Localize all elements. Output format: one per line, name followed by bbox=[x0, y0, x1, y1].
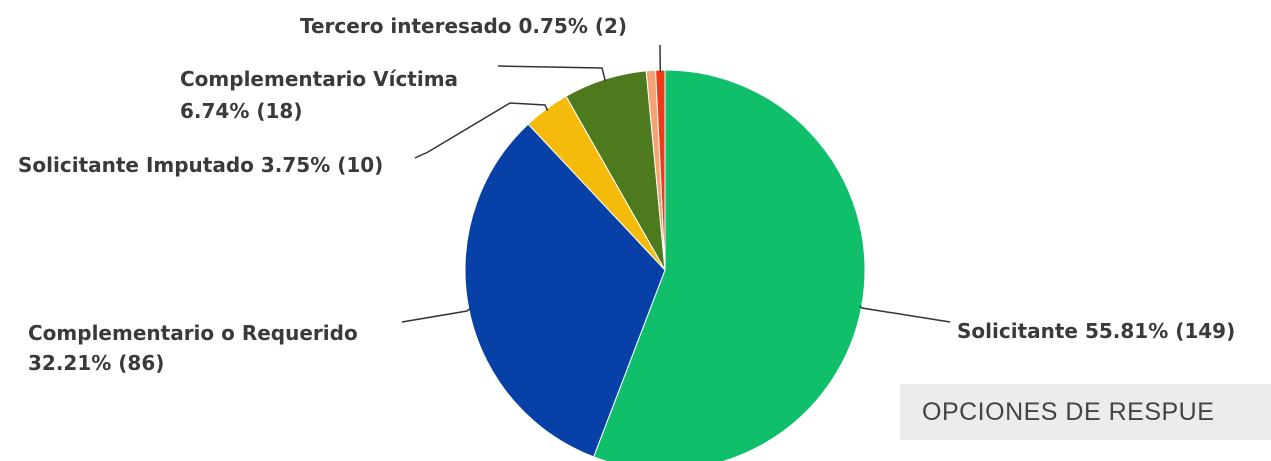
slice-label-complementario-victima-value: 6.74% (18) bbox=[180, 99, 302, 123]
pie-slice-complementario-o-requerido-1 bbox=[464, 123, 666, 458]
leader-lines bbox=[401, 44, 951, 323]
pie-slice-solicitante-0 bbox=[593, 69, 866, 461]
slice-label-complementario-o-requerido-name: Complementario o Requerido bbox=[28, 321, 358, 345]
slice-label-tercero-interesado: Tercero interesado 0.75% (2) bbox=[300, 14, 627, 38]
slice-label-solicitante-imputado: Solicitante Imputado 3.75% (10) bbox=[18, 153, 383, 177]
leader-line-0 bbox=[859, 305, 951, 323]
slice-label-complementario-victima-name: Complementario Víctima bbox=[180, 67, 458, 91]
leader-line-2 bbox=[414, 102, 549, 159]
slice-label-solicitante: Solicitante 55.81% (149) bbox=[957, 319, 1235, 343]
pie-slices bbox=[464, 69, 866, 461]
options-banner: OPCIONES DE RESPUE bbox=[900, 384, 1271, 440]
options-banner-text: OPCIONES DE RESPUE bbox=[922, 398, 1215, 426]
slice-label-complementario-o-requerido-value: 32.21% (86) bbox=[28, 351, 164, 375]
leader-line-1 bbox=[401, 307, 472, 323]
leader-line-3 bbox=[497, 65, 607, 82]
